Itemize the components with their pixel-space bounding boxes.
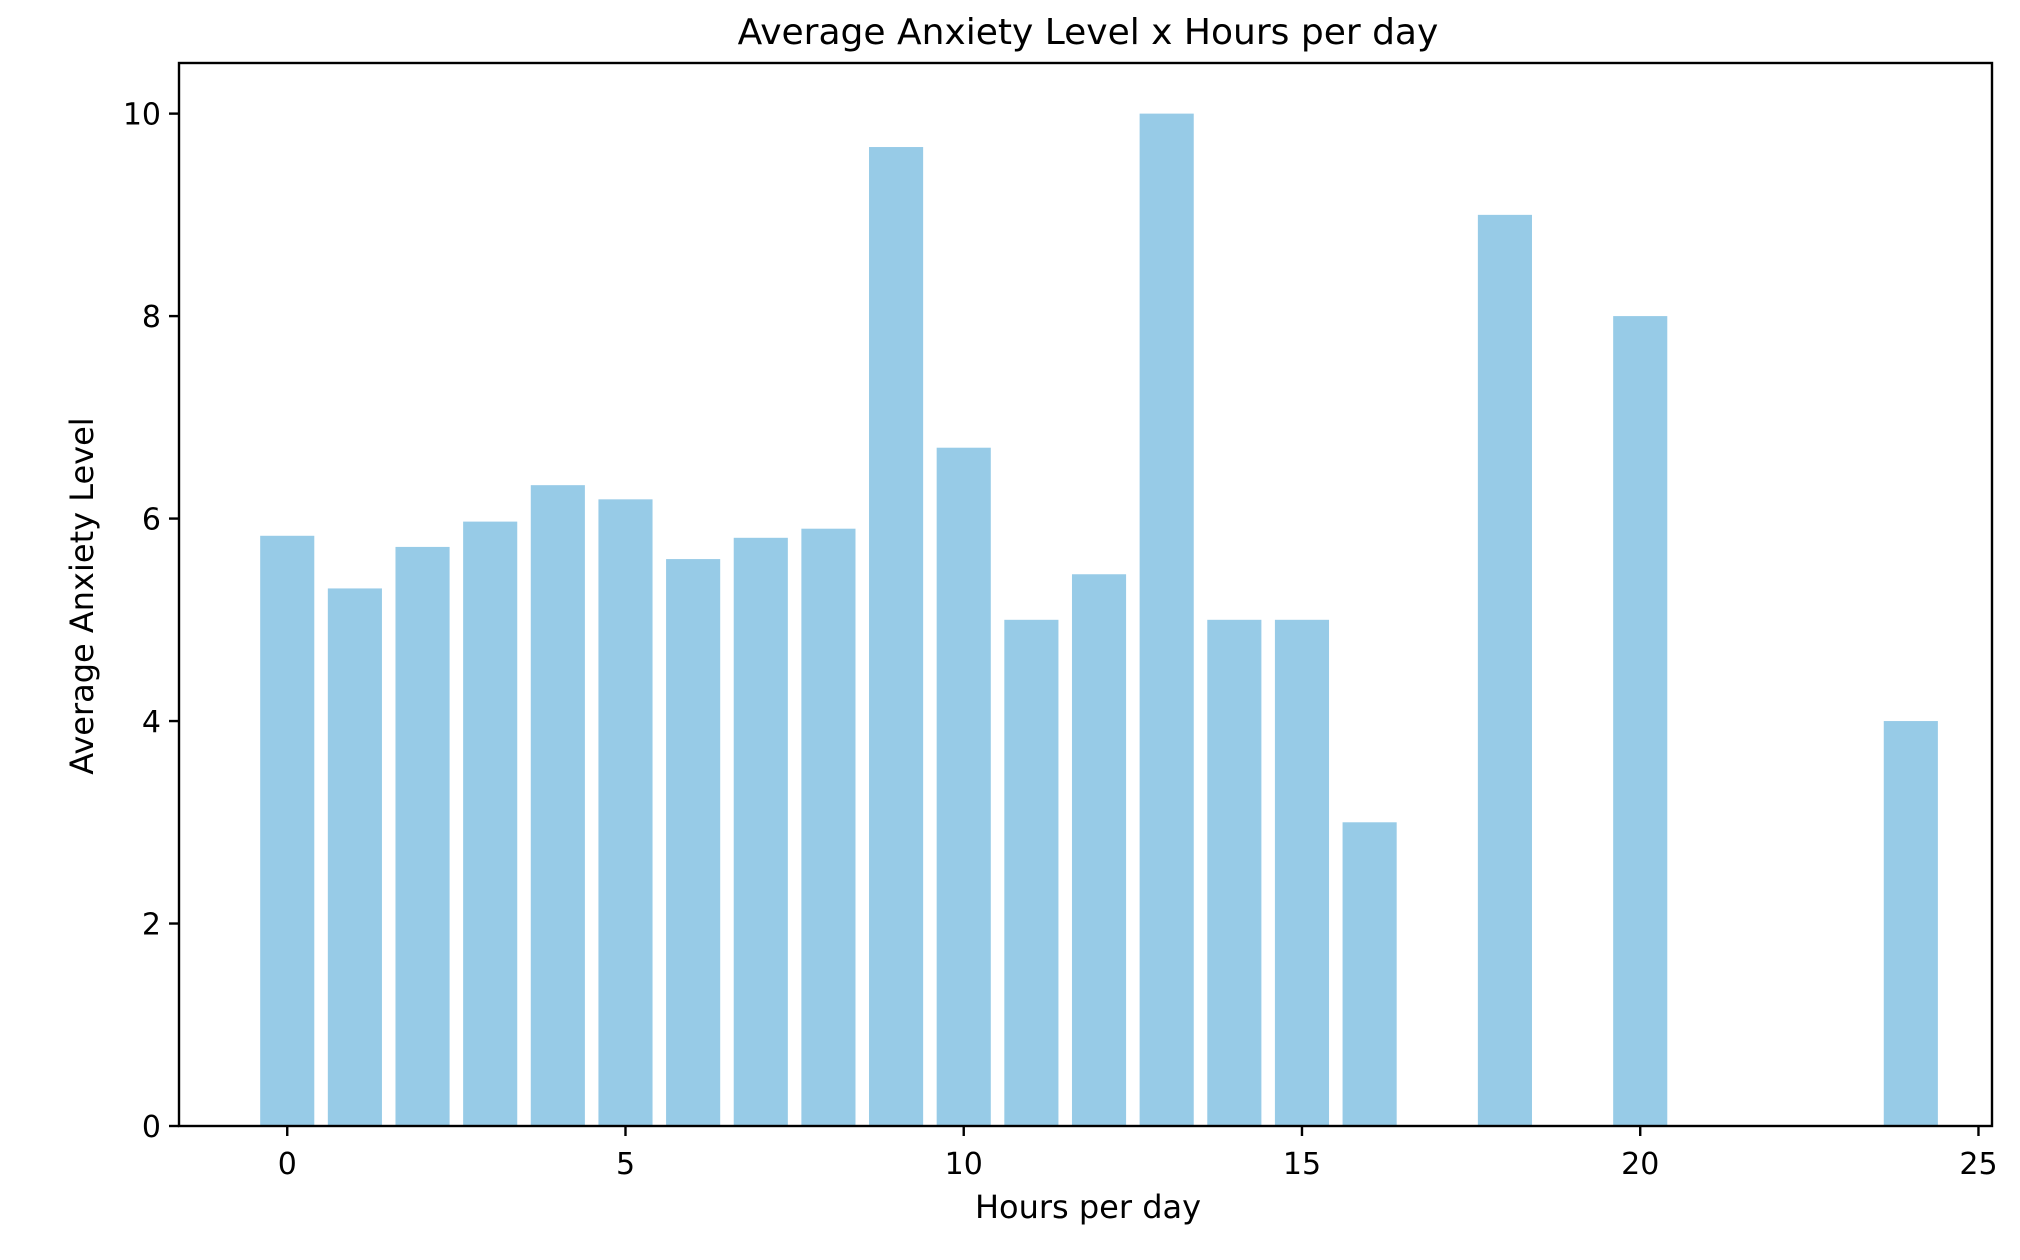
x-axis-ticks: 0 5 10 15 20 25 xyxy=(278,1126,1998,1182)
x-axis-label: Hours per day xyxy=(975,1188,1201,1226)
bar-15 xyxy=(1274,619,1330,1126)
y-tick-label: 6 xyxy=(142,503,161,538)
chart-title: Average Anxiety Level x Hours per day xyxy=(738,12,1439,53)
x-tick-label: 25 xyxy=(1959,1147,1997,1182)
bar-24 xyxy=(1883,721,1938,1126)
bar-16 xyxy=(1342,822,1397,1126)
bar-9 xyxy=(869,147,924,1127)
x-tick-label: 15 xyxy=(1283,1147,1321,1182)
bar-2 xyxy=(395,546,450,1126)
bars-group xyxy=(260,113,1938,1127)
bar-4 xyxy=(530,485,585,1127)
bar-0 xyxy=(260,535,315,1126)
bar-8 xyxy=(801,528,856,1126)
x-tick-label: 10 xyxy=(945,1147,983,1182)
x-tick-label: 5 xyxy=(616,1147,635,1182)
bar-20 xyxy=(1613,316,1668,1127)
bar-6 xyxy=(666,559,721,1126)
bar-1 xyxy=(327,588,382,1126)
bar-18 xyxy=(1477,214,1532,1126)
plot-frame xyxy=(177,61,1994,1128)
y-tick-label: 0 xyxy=(142,1110,161,1145)
bar-13 xyxy=(1139,113,1194,1127)
y-tick-label: 4 xyxy=(142,705,161,740)
y-tick-label: 2 xyxy=(142,908,161,943)
bar-5 xyxy=(598,499,653,1126)
x-tick-label: 0 xyxy=(278,1147,297,1182)
y-tick-label: 10 xyxy=(123,98,161,133)
y-axis-label: Average Anxiety Level xyxy=(63,417,101,774)
y-axis-ticks: 0 2 4 6 8 10 xyxy=(123,98,179,1145)
bar-12 xyxy=(1071,574,1127,1126)
bar-10 xyxy=(936,447,991,1126)
bar-11 xyxy=(1004,619,1059,1126)
bar-7 xyxy=(733,537,788,1126)
x-tick-label: 20 xyxy=(1621,1147,1659,1182)
bar-3 xyxy=(463,521,518,1126)
bar-14 xyxy=(1207,619,1262,1126)
y-tick-label: 8 xyxy=(142,300,161,335)
